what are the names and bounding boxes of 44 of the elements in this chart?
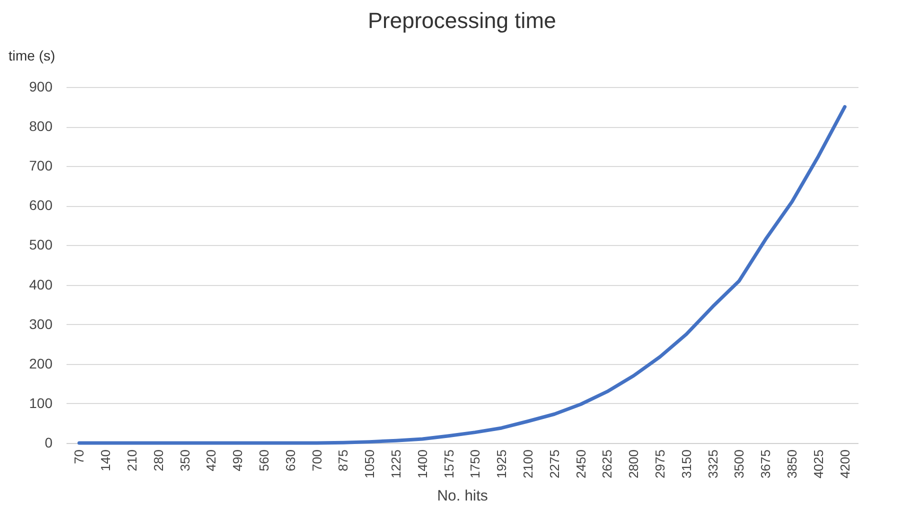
x-tick-label: 1750 bbox=[468, 450, 483, 478]
x-tick-label: 3325 bbox=[705, 450, 720, 478]
y-tick-label: 400 bbox=[29, 276, 53, 292]
chart-title: Preprocessing time bbox=[368, 8, 556, 33]
y-tick-label: 0 bbox=[44, 434, 53, 450]
x-tick-label: 630 bbox=[282, 450, 298, 472]
y-tick-label: 200 bbox=[29, 355, 53, 372]
x-tick-label: 2450 bbox=[573, 450, 588, 478]
y-tick-label: 600 bbox=[29, 197, 53, 214]
x-tick-label: 420 bbox=[204, 450, 219, 472]
x-tick-label: 1575 bbox=[441, 450, 456, 478]
line-series bbox=[77, 105, 847, 445]
y-tick-label: 100 bbox=[29, 394, 53, 411]
x-tick-label: 210 bbox=[124, 450, 140, 472]
x-axis-title: No. hits bbox=[437, 487, 488, 504]
y-tick-label: 900 bbox=[29, 78, 53, 94]
y-tick-label: 500 bbox=[29, 236, 53, 253]
y-tick-label: 800 bbox=[29, 118, 53, 134]
x-tick-label: 3500 bbox=[732, 450, 747, 478]
x-tick-label: 4200 bbox=[837, 450, 852, 478]
y-axis-title: time (s) bbox=[8, 48, 56, 64]
x-tick-label: 2800 bbox=[626, 450, 642, 478]
x-tick-label: 4025 bbox=[810, 450, 826, 478]
x-tick-label: 2625 bbox=[600, 450, 615, 478]
x-tick-label: 2100 bbox=[520, 450, 536, 478]
x-tick-label: 1400 bbox=[414, 450, 430, 478]
x-tick-label: 140 bbox=[98, 450, 114, 472]
x-tick-label: 1225 bbox=[388, 450, 404, 478]
x-tick-label: 70 bbox=[72, 450, 87, 464]
x-tick-label: 280 bbox=[150, 450, 166, 472]
x-tick-label: 700 bbox=[309, 450, 324, 472]
x-tick-label: 1050 bbox=[362, 450, 378, 478]
x-tick-label: 3150 bbox=[678, 450, 694, 478]
x-tick-label: 1925 bbox=[494, 450, 510, 478]
x-tick-label: 560 bbox=[256, 450, 272, 472]
x-tick-label: 350 bbox=[177, 450, 192, 472]
x-tick-label: 2975 bbox=[652, 450, 668, 478]
x-tick-label: 875 bbox=[336, 450, 351, 472]
x-tick-label: 3675 bbox=[758, 450, 774, 478]
y-tick-label: 300 bbox=[29, 316, 53, 332]
y-tick-label: 700 bbox=[29, 158, 53, 174]
x-tick-label: 3850 bbox=[784, 450, 800, 478]
x-tick-label: 490 bbox=[230, 450, 246, 472]
x-tick-label: 2275 bbox=[546, 450, 562, 478]
